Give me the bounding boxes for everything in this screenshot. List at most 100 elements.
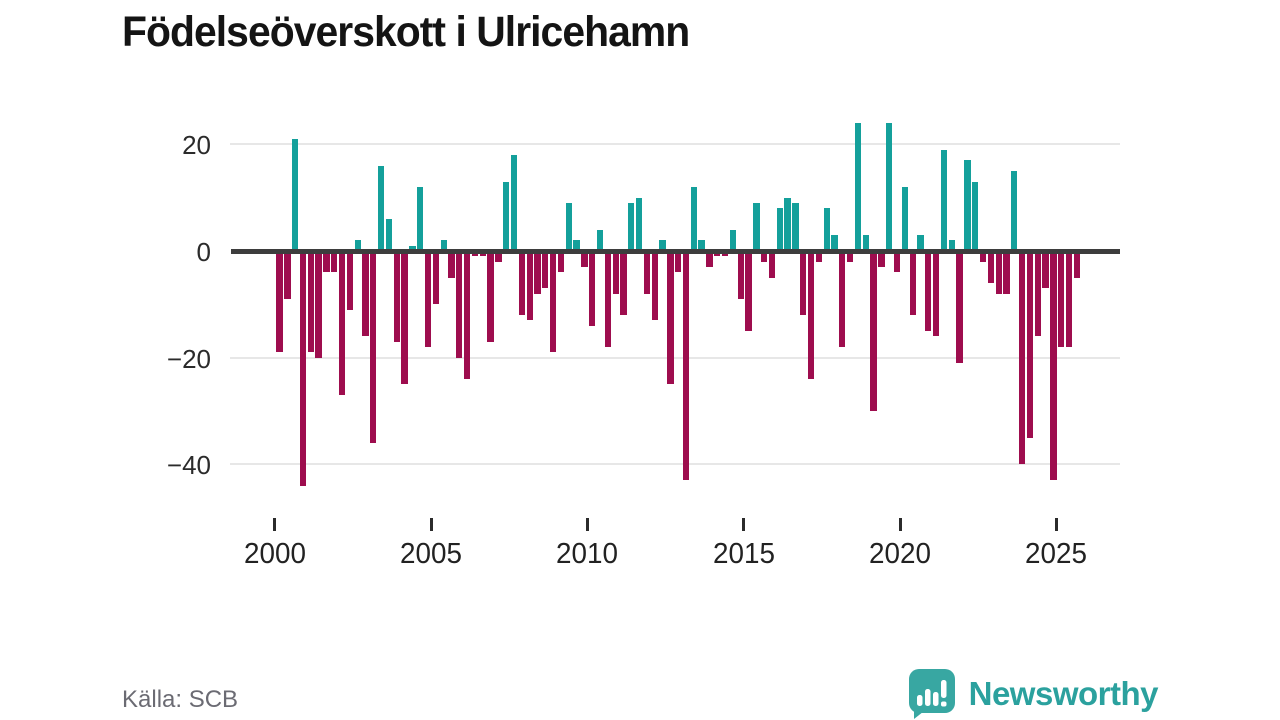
bar-2023-Q2: [1003, 251, 1010, 294]
bar-2011-Q2: [628, 203, 635, 251]
bar-2019-Q4: [893, 251, 901, 273]
bar-2021-Q1: [932, 251, 940, 337]
bar-2015-Q3: [761, 251, 768, 262]
bar-2020-Q3: [917, 235, 924, 251]
bar-2003-Q2: [378, 165, 385, 251]
bar-2007-Q4: [518, 251, 525, 315]
y-axis-label--40: −40: [166, 450, 211, 481]
bar-2024-Q2: [1034, 251, 1041, 337]
bar-2022-Q4: [987, 251, 994, 283]
bar-2017-Q1: [807, 251, 815, 379]
bar-2000-Q2: [284, 251, 291, 299]
newsworthy-logo-text: Newsworthy: [968, 675, 1159, 712]
bar-2013-Q4: [706, 251, 713, 267]
bar-2003-Q1: [370, 251, 377, 443]
bar-2008-Q1: [526, 251, 533, 321]
bar-2014-Q1: [714, 251, 721, 257]
bar-2004-Q3: [417, 187, 424, 251]
bar-2020-Q1: [901, 187, 909, 251]
bar-2014-Q3: [729, 229, 737, 251]
bar-2000-Q4: [299, 251, 307, 486]
bar-2008-Q4: [549, 251, 557, 353]
newsworthy-speech-bubble-chart-icon: [908, 668, 956, 720]
bar-2024-Q1: [1026, 251, 1034, 438]
bar-2004-Q4: [424, 251, 432, 347]
bar-2010-Q3: [604, 251, 611, 347]
bar-2023-Q1: [995, 251, 1002, 294]
bar-2015-Q2: [753, 203, 760, 251]
bar-2001-Q4: [331, 251, 338, 273]
y-axis-label--20: −20: [166, 343, 211, 374]
bar-2011-Q3: [635, 197, 643, 251]
bar-2025-Q3: [1073, 251, 1080, 278]
bar-2002-Q3: [354, 240, 361, 251]
bar-2013-Q2: [690, 187, 697, 251]
bar-2010-Q2: [596, 229, 604, 251]
bar-2018-Q2: [847, 251, 854, 262]
bar-2015-Q1: [745, 251, 752, 331]
bar-2016-Q4: [800, 251, 807, 315]
bar-2014-Q4: [737, 251, 744, 299]
bar-2011-Q1: [620, 251, 627, 315]
bar-2009-Q2: [565, 203, 572, 251]
bar-2019-Q1: [870, 251, 877, 411]
bar-2015-Q4: [768, 251, 776, 278]
bar-2018-Q3: [854, 123, 862, 251]
chart-title: Födelseöverskott i Ulricehamn: [122, 8, 690, 56]
bar-2006-Q1: [463, 251, 471, 379]
bar-2007-Q1: [495, 251, 502, 262]
bar-2002-Q4: [362, 251, 369, 337]
x-axis-label-2015: 2015: [712, 538, 775, 570]
bar-2002-Q2: [346, 251, 354, 310]
bar-2021-Q3: [948, 240, 955, 251]
bar-2016-Q3: [792, 203, 799, 251]
x-tick-2015: [742, 518, 746, 531]
x-tick-2010: [585, 518, 589, 531]
bar-2012-Q1: [651, 251, 658, 321]
source-note: Källa: SCB: [122, 686, 239, 713]
bar-2009-Q3: [573, 240, 580, 251]
bar-2025-Q1: [1058, 251, 1065, 347]
bar-2008-Q3: [542, 251, 549, 289]
bar-2022-Q1: [964, 160, 971, 251]
bar-2006-Q2: [471, 251, 479, 257]
bar-2006-Q3: [479, 251, 486, 257]
bar-2013-Q3: [698, 240, 705, 251]
bar-2021-Q4: [956, 251, 963, 363]
bar-2013-Q1: [682, 251, 690, 481]
bar-2008-Q2: [534, 251, 541, 294]
bar-2012-Q2: [659, 240, 666, 251]
bar-2022-Q3: [979, 251, 987, 262]
gridline-y--40: [230, 463, 1120, 466]
y-axis-label-0: 0: [196, 237, 211, 267]
bar-2019-Q3: [886, 123, 893, 251]
bar-2022-Q2: [972, 181, 979, 251]
bar-2010-Q1: [589, 251, 596, 326]
bar-2012-Q3: [667, 251, 674, 385]
x-axis-zero-line: [231, 248, 1120, 254]
bar-2009-Q4: [581, 251, 588, 267]
bar-2016-Q1: [776, 208, 783, 251]
bar-2003-Q4: [393, 251, 400, 342]
bar-2023-Q3: [1011, 171, 1018, 251]
x-axis-label-2005: 2005: [400, 538, 463, 570]
x-axis-label-2025: 2025: [1025, 538, 1088, 570]
bar-2017-Q3: [823, 208, 830, 251]
bar-2004-Q2: [409, 245, 416, 251]
bar-2001-Q3: [323, 251, 330, 273]
x-axis-label-2000: 2000: [243, 538, 306, 570]
bar-2000-Q1: [276, 251, 283, 353]
bar-2001-Q2: [315, 251, 322, 358]
bar-2025-Q2: [1065, 251, 1073, 347]
x-axis-label-2010: 2010: [556, 538, 619, 570]
gridline-y--20: [230, 356, 1120, 359]
bar-2014-Q2: [721, 251, 729, 257]
bar-2019-Q2: [878, 251, 885, 267]
bar-2010-Q4: [612, 251, 619, 294]
bar-2003-Q3: [385, 219, 393, 251]
newsworthy-logo: Newsworthy: [908, 668, 1159, 720]
gridline-y-20: [230, 143, 1120, 146]
bar-2000-Q3: [292, 139, 299, 251]
bar-2021-Q2: [940, 149, 948, 251]
bar-2024-Q3: [1042, 251, 1049, 289]
